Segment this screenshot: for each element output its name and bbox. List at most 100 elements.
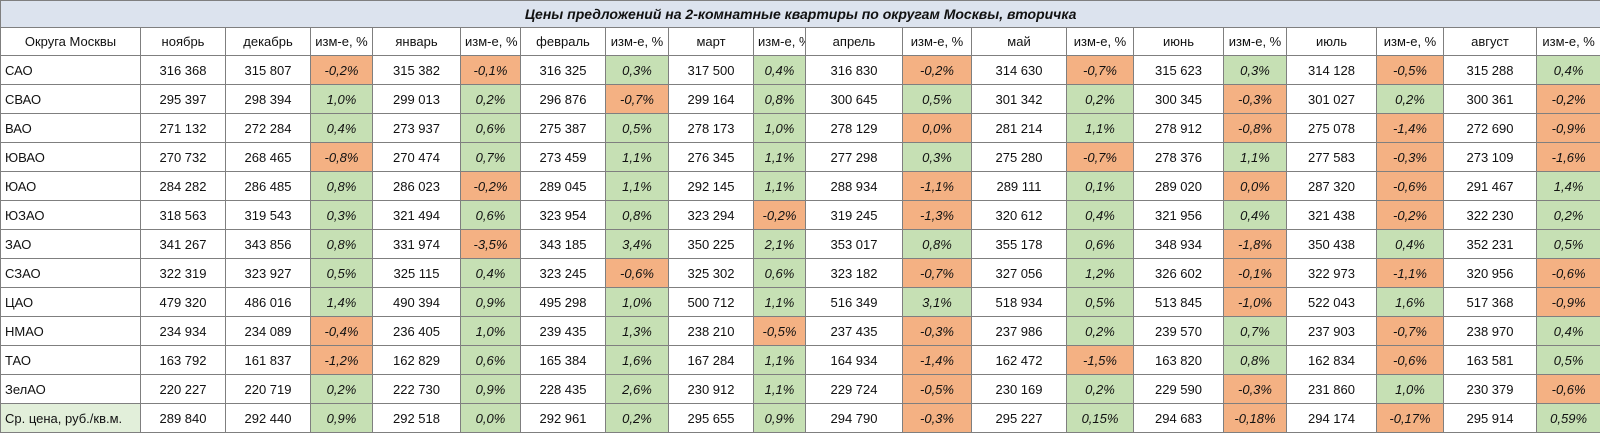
price-cell: 320 956 (1443, 258, 1537, 288)
change-cell-increase: 0,8% (605, 200, 669, 230)
district-name: ТАО (0, 345, 141, 375)
price-cell: 236 405 (372, 316, 461, 346)
change-cell-decrease: -0,7% (1066, 55, 1134, 85)
price-cell: 517 368 (1443, 287, 1537, 317)
change-cell-decrease: -0,9% (1535, 287, 1600, 317)
price-cell: 299 164 (668, 84, 754, 114)
change-cell-decrease: 0,0% (902, 113, 972, 143)
change-cell-increase: 0,5% (310, 258, 373, 288)
district-name: ЗАО (0, 229, 141, 259)
price-cell: 163 792 (140, 345, 226, 375)
price-cell: 230 912 (668, 374, 754, 404)
table-row: ЗАО 341 267 343 856 0,8% 331 974 -3,5% 343 185… (0, 229, 1600, 259)
price-cell: 277 583 (1286, 142, 1377, 172)
change-cell-increase: 1,0% (753, 113, 806, 143)
price-cell: 287 320 (1286, 171, 1377, 201)
change-cell-decrease: -0,4% (310, 316, 373, 346)
price-cell: 277 298 (805, 142, 903, 172)
price-cell: 273 109 (1443, 142, 1537, 172)
price-cell: 272 284 (225, 113, 311, 143)
change-cell-decrease: 0,0% (1223, 171, 1287, 201)
change-cell-decrease: -0,5% (753, 316, 806, 346)
change-cell-decrease: -0,3% (902, 316, 972, 346)
change-cell-increase: 0,7% (460, 142, 521, 172)
table-row: ЦАО 479 320 486 016 1,4% 490 394 0,9% 495 298 1… (0, 287, 1600, 317)
change-cell-increase: 1,1% (1066, 113, 1134, 143)
change-cell-increase: 1,1% (605, 142, 669, 172)
change-cell-decrease: -0,18% (1223, 403, 1287, 433)
price-cell: 327 056 (971, 258, 1067, 288)
price-cell: 518 934 (971, 287, 1067, 317)
change-cell-increase: 1,1% (753, 171, 806, 201)
price-cell: 231 860 (1286, 374, 1377, 404)
change-cell-decrease: -0,2% (1376, 200, 1444, 230)
change-cell-decrease: -0,8% (1223, 113, 1287, 143)
change-cell-decrease: -0,3% (1376, 142, 1444, 172)
change-cell-increase: 0,6% (460, 113, 521, 143)
change-cell-decrease: -0,8% (310, 142, 373, 172)
price-cell: 229 724 (805, 374, 903, 404)
prices-table: Цены предложений на 2-комнатные квартиры… (0, 0, 1600, 433)
price-cell: 281 214 (971, 113, 1067, 143)
price-cell: 295 227 (971, 403, 1067, 433)
price-cell: 163 581 (1443, 345, 1537, 375)
price-cell: 348 934 (1133, 229, 1224, 259)
change-cell-increase: 1,0% (605, 287, 669, 317)
price-cell: 270 732 (140, 142, 226, 172)
change-cell-increase: 0,6% (753, 258, 806, 288)
price-cell: 322 973 (1286, 258, 1377, 288)
change-cell-increase: 0,4% (753, 55, 806, 85)
price-cell: 353 017 (805, 229, 903, 259)
change-cell-decrease: -0,2% (310, 55, 373, 85)
change-cell-increase: 2,6% (605, 374, 669, 404)
change-cell-increase: 0,5% (605, 113, 669, 143)
table-row: СВАО 295 397 298 394 1,0% 299 013 0,2% 296 876… (0, 84, 1600, 114)
column-header: июль (1286, 27, 1377, 56)
change-cell-increase: 0,3% (310, 200, 373, 230)
price-cell: 278 129 (805, 113, 903, 143)
change-cell-increase: 0,2% (1535, 200, 1600, 230)
change-cell-increase: 0,2% (1066, 84, 1134, 114)
column-header: изм-е, % (1535, 27, 1600, 56)
column-header: изм-е, % (460, 27, 521, 56)
change-cell-increase: 1,1% (1223, 142, 1287, 172)
change-cell-increase: 2,1% (753, 229, 806, 259)
price-cell: 300 345 (1133, 84, 1224, 114)
change-cell-increase: 0,4% (1535, 316, 1600, 346)
change-cell-decrease: -0,3% (1223, 374, 1287, 404)
column-header: март (668, 27, 754, 56)
change-cell-increase: 1,1% (753, 287, 806, 317)
price-cell: 352 231 (1443, 229, 1537, 259)
change-cell-increase: 0,5% (1535, 229, 1600, 259)
change-cell-decrease: -0,9% (1535, 113, 1600, 143)
price-cell: 292 961 (520, 403, 606, 433)
price-cell: 296 876 (520, 84, 606, 114)
price-cell: 300 645 (805, 84, 903, 114)
change-cell-increase: 1,1% (753, 142, 806, 172)
price-cell: 165 384 (520, 345, 606, 375)
table-body: САО 316 368 315 807 -0,2% 315 382 -0,1% 316 32… (0, 55, 1600, 433)
district-name: ЮВАО (0, 142, 141, 172)
price-cell: 275 078 (1286, 113, 1377, 143)
change-cell-increase: 1,3% (605, 316, 669, 346)
price-cell: 318 563 (140, 200, 226, 230)
price-cell: 298 394 (225, 84, 311, 114)
price-cell: 516 349 (805, 287, 903, 317)
change-cell-decrease: -1,3% (902, 200, 972, 230)
change-cell-increase: 0,9% (310, 403, 373, 433)
price-cell: 323 927 (225, 258, 311, 288)
change-cell-increase: 0,4% (1066, 200, 1134, 230)
price-cell: 315 288 (1443, 55, 1537, 85)
change-cell-increase: 3,1% (902, 287, 972, 317)
price-cell: 163 820 (1133, 345, 1224, 375)
column-header: изм-е, % (1066, 27, 1134, 56)
price-cell: 350 225 (668, 229, 754, 259)
price-cell: 278 376 (1133, 142, 1224, 172)
price-cell: 314 128 (1286, 55, 1377, 85)
price-cell: 295 655 (668, 403, 754, 433)
change-cell-decrease: -0,7% (1376, 316, 1444, 346)
change-cell-increase: 1,0% (310, 84, 373, 114)
column-header: август (1443, 27, 1537, 56)
change-cell-increase: 1,0% (460, 316, 521, 346)
price-cell: 301 027 (1286, 84, 1377, 114)
